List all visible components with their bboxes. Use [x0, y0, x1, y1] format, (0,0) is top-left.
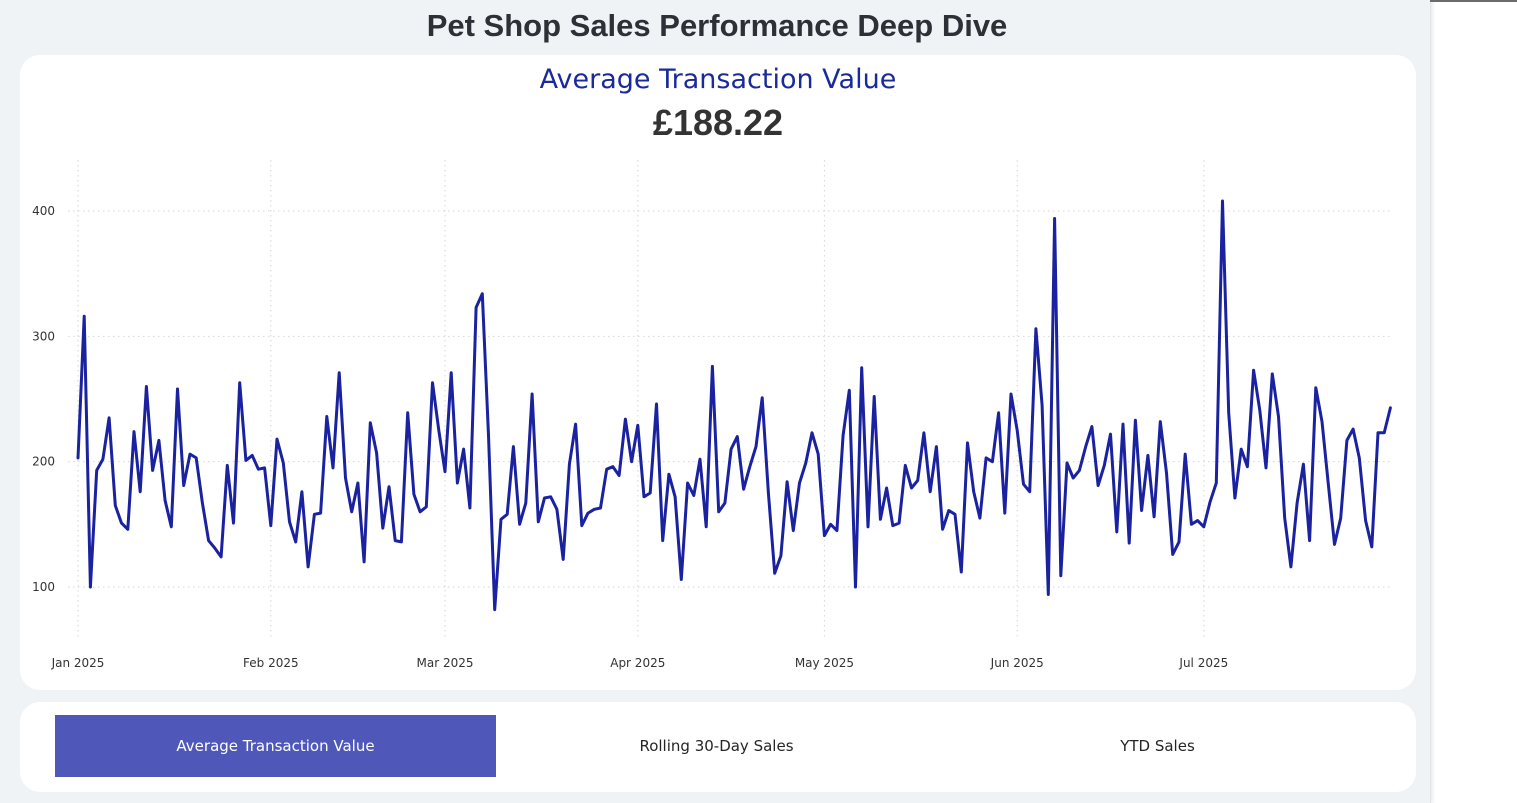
y-tick-label: 200	[32, 455, 55, 469]
tab-ytd-sales[interactable]: YTD Sales	[1120, 737, 1195, 755]
tab-bar: Average Transaction Value Rolling 30-Day…	[20, 702, 1416, 792]
window-edge	[1430, 0, 1517, 2]
y-tick-label: 100	[32, 580, 55, 594]
x-tick-label: Apr 2025	[610, 656, 665, 670]
x-tick-label: Mar 2025	[416, 656, 473, 670]
kpi-label: Average Transaction Value	[539, 64, 897, 95]
x-tick-label: May 2025	[795, 656, 854, 670]
page-title: Pet Shop Sales Performance Deep Dive	[426, 8, 1008, 43]
x-tick-label: Jan 2025	[51, 656, 105, 670]
y-tick-label: 300	[32, 329, 55, 343]
chart-card	[20, 55, 1416, 690]
x-tick-label: Feb 2025	[243, 656, 299, 670]
x-tick-label: Jun 2025	[990, 656, 1044, 670]
x-tick-label: Jul 2025	[1178, 656, 1228, 670]
line-chart[interactable]: 100 200 300 400 Jan 2025 Feb 2025 Mar 2025 Apr …	[0, 0, 1430, 700]
series-line	[76, 199, 1392, 612]
y-tick-label: 400	[32, 204, 55, 218]
kpi-value: £188.22	[652, 102, 784, 143]
tab-average-transaction-value[interactable]: Average Transaction Value	[55, 715, 496, 777]
dashboard-page: Pet Shop Sales Performance Deep Dive Ave…	[0, 0, 1431, 803]
tab-rolling-30-day-sales[interactable]: Rolling 30-Day Sales	[639, 737, 794, 755]
